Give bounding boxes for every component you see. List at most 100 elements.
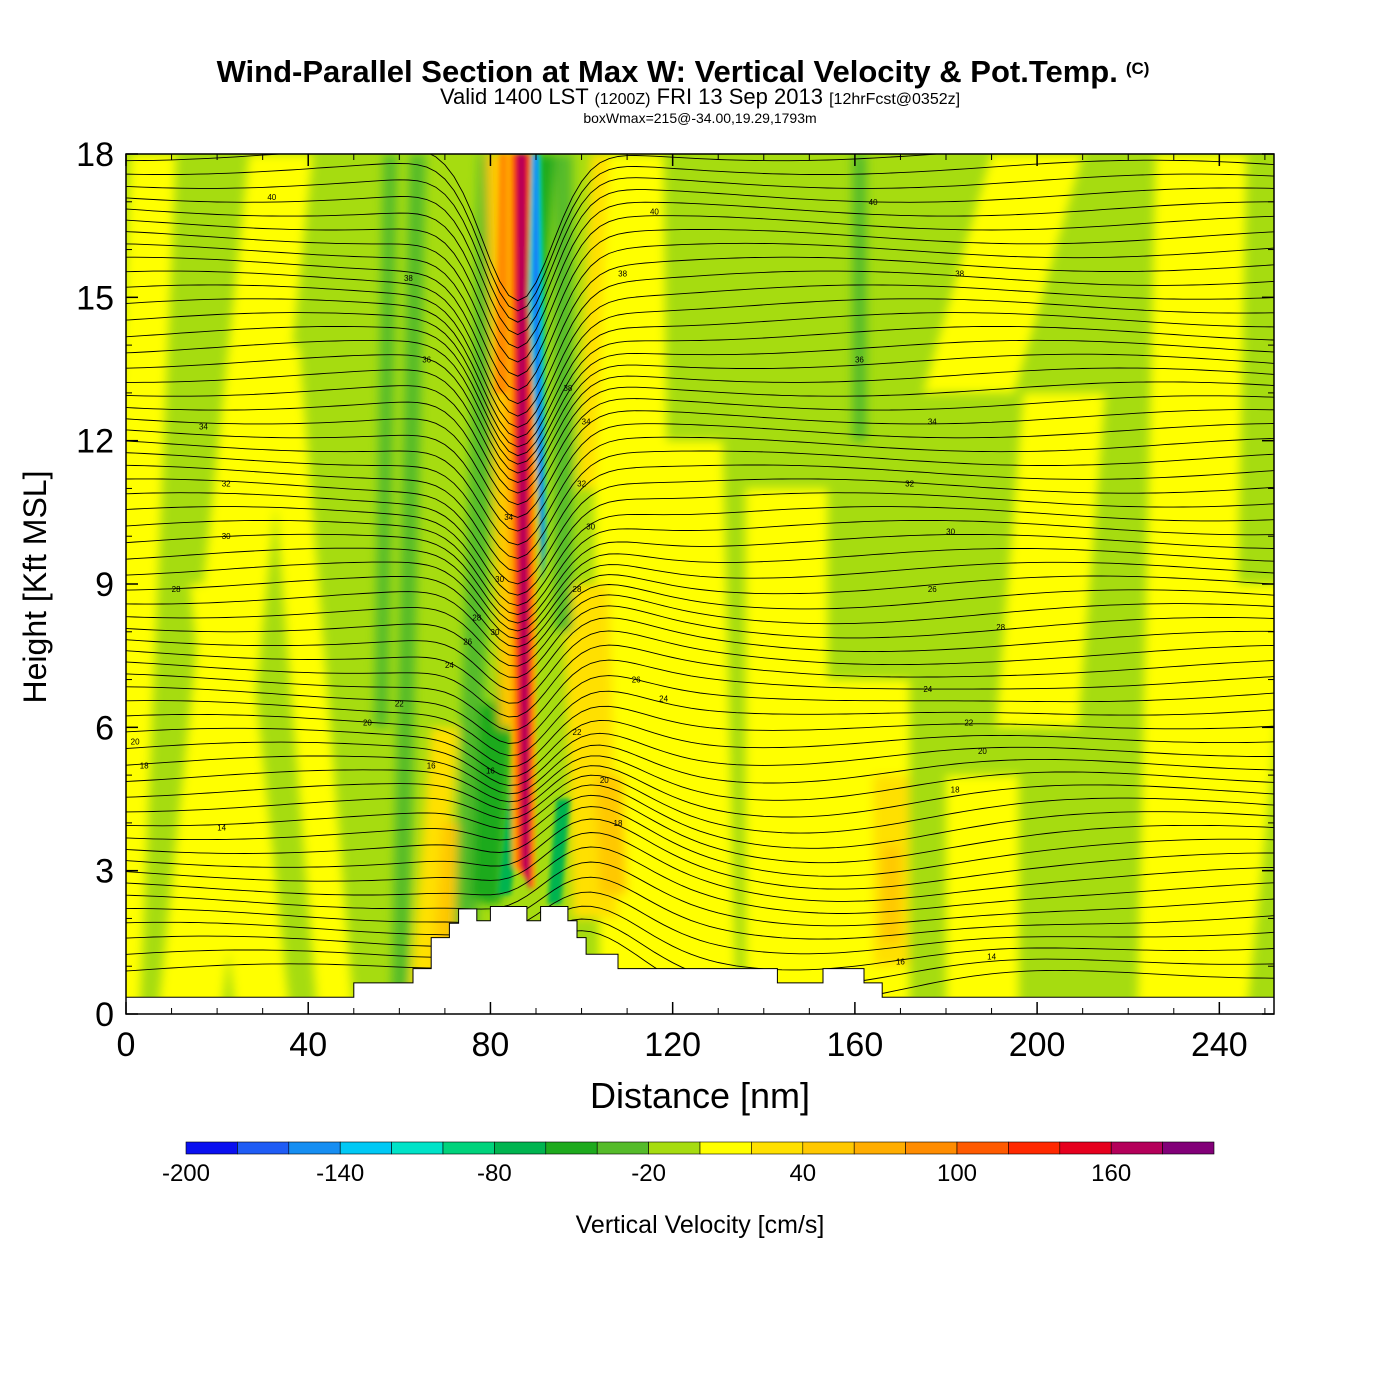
contour-label: 30 — [946, 527, 955, 536]
colorbar-tick-label: 160 — [1091, 1160, 1131, 1187]
terrain — [126, 906, 1274, 1014]
contour-label: 16 — [427, 762, 436, 771]
colorbar-tick-label: -200 — [162, 1160, 210, 1187]
colorbar-swatch — [1059, 1141, 1112, 1155]
theta-contour — [126, 436, 1274, 546]
contour-label: 20 — [131, 738, 140, 747]
field-band — [262, 345, 354, 1014]
theta-contour — [126, 154, 945, 302]
field-band — [408, 727, 459, 1014]
field-band — [882, 846, 901, 943]
contour-label: 38 — [618, 269, 627, 278]
theta-contour — [126, 861, 1274, 927]
theta-contour — [126, 605, 1274, 678]
x-tick-label: 200 — [1009, 1026, 1066, 1064]
contour-label: 32 — [905, 480, 914, 489]
contour-label: 26 — [632, 676, 641, 685]
colorbar-swatch — [699, 1141, 752, 1155]
theta-contours — [126, 154, 1274, 1006]
x-tick-label: 0 — [117, 1026, 136, 1064]
field-band — [996, 392, 1106, 728]
field-band — [126, 154, 177, 1014]
plot-area: 40 38 36 34 32 30 28 22 20 16 20 18 14 24 26 28 30 30 34 16… — [126, 154, 1274, 1014]
theta-contour — [126, 891, 1274, 955]
field-band — [547, 799, 571, 905]
contour-label: 30 — [222, 532, 231, 541]
colorbar: -200 -140 -80 -20 40 100 160 — [162, 1141, 1215, 1187]
colorbar-swatch — [1162, 1141, 1215, 1155]
downdraft-core — [533, 154, 544, 584]
colorbar-swatch — [185, 1141, 238, 1155]
theta-contour — [126, 520, 1274, 616]
theta-contour — [126, 533, 1274, 624]
theta-contour — [126, 242, 1274, 391]
theta-contour — [126, 690, 1274, 757]
contour-label: 36 — [422, 355, 431, 364]
field-band — [577, 154, 609, 489]
theta-contour — [126, 876, 1274, 940]
contour-label: 28 — [472, 613, 481, 622]
contour-label: 30 — [586, 523, 595, 532]
colorbar-swatch — [339, 1141, 392, 1155]
theta-contour — [126, 187, 1274, 336]
contour-label: 20 — [363, 719, 372, 728]
contour-label: 40 — [267, 193, 276, 202]
contour-label: 22 — [573, 728, 582, 737]
box-info: boxWmax=215@-34.00,19.29,1793m — [583, 110, 816, 126]
chart-title-text: Wind-Parallel Section at Max W: Vertical… — [217, 54, 1118, 89]
theta-contour — [126, 732, 1274, 786]
theta-contour — [126, 284, 1274, 428]
theta-contour — [126, 774, 1274, 834]
colorbar-swatch — [545, 1141, 598, 1155]
colorbar-swatch — [596, 1141, 649, 1155]
theta-contour — [126, 784, 1274, 849]
theta-contour — [126, 270, 1274, 417]
contour-label: 24 — [923, 685, 932, 694]
y-tick-label: 9 — [95, 566, 114, 604]
colorbar-tick-label: 100 — [937, 1160, 977, 1187]
contour-label: 28 — [996, 623, 1005, 632]
field-band — [391, 154, 426, 1014]
contour-label: 30 — [491, 628, 500, 637]
theta-contour — [126, 818, 1274, 890]
contour-label: 32 — [577, 480, 586, 489]
theta-contour — [126, 326, 1274, 457]
contour-label: 28 — [172, 585, 181, 594]
colorbar-swatch — [391, 1141, 444, 1155]
theta-contour — [126, 353, 1274, 474]
field-band — [745, 488, 828, 1014]
colorbar-label: Vertical Velocity [cm/s] — [576, 1211, 825, 1239]
chart-title: Wind-Parallel Section at Max W: Vertical… — [217, 54, 1150, 89]
contour-label: 36 — [855, 355, 864, 364]
field-band — [554, 154, 573, 632]
colorbar-swatch — [853, 1141, 906, 1155]
contour-label: 26 — [928, 585, 937, 594]
contour-label: 22 — [964, 719, 973, 728]
theta-contour — [126, 705, 1274, 768]
contour-label: 18 — [951, 785, 960, 794]
colorbar-tick-label: -80 — [477, 1160, 512, 1187]
theta-contour — [126, 765, 1274, 818]
theta-contour — [126, 409, 1274, 518]
theta-contour — [126, 201, 1274, 349]
colorbar-tick-label: -140 — [316, 1160, 364, 1187]
field-band — [451, 154, 502, 1014]
theta-contour — [126, 256, 1274, 405]
theta-contour — [126, 561, 1274, 640]
theta-contour — [126, 215, 1274, 363]
contour-label: 14 — [217, 824, 226, 833]
chart-subtitle: Valid 1400 LST (1200Z) FRI 13 Sep 2013 [… — [440, 84, 960, 109]
x-tick-label: 40 — [289, 1026, 327, 1064]
theta-contour — [126, 478, 1274, 585]
colorbar-tick-label: -20 — [631, 1160, 666, 1187]
x-tick-label: 160 — [827, 1026, 884, 1064]
contour-label: 18 — [140, 762, 149, 771]
theta-contour — [126, 675, 1274, 744]
contour-label: 22 — [395, 699, 404, 708]
colorbar-tick-label: 40 — [789, 1160, 816, 1187]
theta-contour — [126, 584, 1274, 657]
subtitle-utc: (1200Z) — [594, 91, 650, 108]
field-band — [659, 440, 737, 1014]
x-axis-label: Distance [nm] — [590, 1075, 810, 1116]
